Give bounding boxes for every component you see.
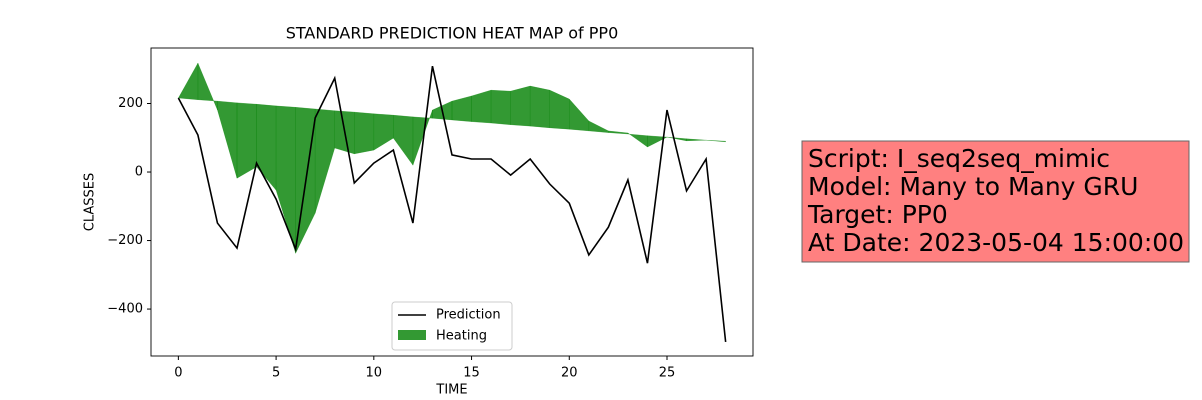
prediction-line xyxy=(177,65,727,343)
heating-band xyxy=(706,140,726,143)
heating-band xyxy=(393,114,414,166)
y-tick-label: 0 xyxy=(135,165,143,180)
y-axis-label: CLASSES xyxy=(83,173,98,231)
annotation-line: Model: Many to Many GRU xyxy=(808,172,1138,201)
heating-band xyxy=(256,104,277,191)
heating-band xyxy=(666,136,687,142)
x-tick-label: 15 xyxy=(463,366,480,381)
x-axis-label: TIME xyxy=(435,383,467,398)
heating-band xyxy=(549,89,570,130)
heating-band xyxy=(588,120,609,133)
chart-title: STANDARD PREDICTION HEAT MAP of PP0 xyxy=(286,24,619,43)
heating-band xyxy=(608,130,629,135)
heating-band xyxy=(490,89,511,125)
x-tick-label: 20 xyxy=(561,366,578,381)
x-tick-label: 5 xyxy=(272,366,280,381)
x-tick-label: 10 xyxy=(366,366,383,381)
heating-band xyxy=(178,62,199,100)
heating-band xyxy=(627,132,648,148)
heating-band xyxy=(412,109,433,166)
annotation-line: Script: I_seq2seq_mimic xyxy=(808,144,1110,173)
heating-band xyxy=(471,89,492,124)
heating-band xyxy=(275,105,296,254)
legend-label: Prediction xyxy=(436,308,501,323)
y-tick-label: −200 xyxy=(107,233,143,248)
y-tick-label: 200 xyxy=(118,96,143,111)
x-tick-label: 25 xyxy=(659,366,676,381)
heating-band xyxy=(373,113,394,151)
heating-band xyxy=(569,98,589,132)
plot-frame xyxy=(150,47,754,357)
y-tick-label: −400 xyxy=(107,302,143,317)
heating-band xyxy=(236,102,257,179)
heating-band xyxy=(217,100,238,179)
x-tick-label: 0 xyxy=(174,366,182,381)
heating-band xyxy=(530,85,550,128)
annotation-line: Target: PP0 xyxy=(807,200,948,229)
annotation-line: At Date: 2023-05-04 15:00:00 xyxy=(808,228,1184,257)
heating-band xyxy=(686,138,707,142)
heating-band xyxy=(315,108,335,214)
legend-label: Heating xyxy=(436,329,487,344)
heating-band xyxy=(647,135,668,148)
heating-band xyxy=(354,111,374,155)
heating-band xyxy=(197,63,218,111)
legend-swatch xyxy=(398,330,426,340)
heating-band xyxy=(510,85,531,127)
heating-band xyxy=(451,95,472,122)
annotation-box xyxy=(801,140,1190,263)
